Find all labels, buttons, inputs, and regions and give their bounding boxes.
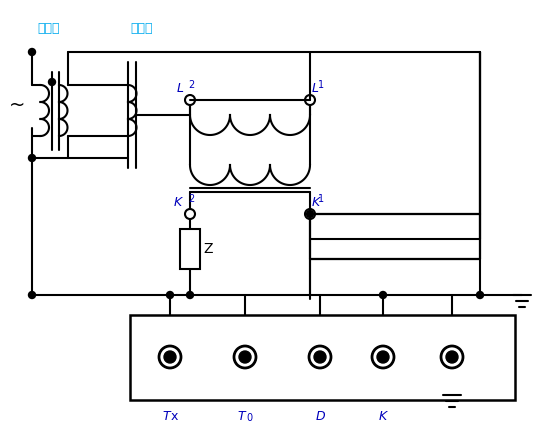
- Circle shape: [379, 291, 387, 298]
- Circle shape: [377, 351, 389, 363]
- Text: D: D: [315, 410, 325, 423]
- Circle shape: [314, 351, 326, 363]
- Text: 调压器: 调压器: [37, 21, 60, 35]
- Text: 升流器: 升流器: [130, 21, 153, 35]
- Circle shape: [28, 291, 36, 298]
- Text: L: L: [177, 81, 184, 95]
- Text: x: x: [171, 410, 178, 423]
- Circle shape: [28, 48, 36, 56]
- Circle shape: [48, 78, 56, 86]
- Text: Z: Z: [203, 242, 213, 256]
- Text: T: T: [163, 410, 170, 423]
- Text: K: K: [379, 410, 387, 423]
- Circle shape: [239, 351, 251, 363]
- Text: ~: ~: [9, 95, 25, 115]
- Circle shape: [167, 291, 173, 298]
- Text: K: K: [312, 196, 320, 208]
- Bar: [180, 229, 200, 269]
- Bar: [130, 315, 515, 400]
- Text: L: L: [312, 81, 319, 95]
- Text: 2: 2: [188, 80, 194, 90]
- Text: 1: 1: [318, 80, 324, 90]
- Text: T: T: [237, 410, 245, 423]
- Circle shape: [306, 211, 314, 217]
- Text: 1: 1: [318, 194, 324, 204]
- Circle shape: [164, 351, 176, 363]
- Circle shape: [187, 291, 193, 298]
- Text: 0: 0: [246, 413, 252, 423]
- Text: K: K: [174, 196, 182, 208]
- Circle shape: [476, 291, 483, 298]
- Circle shape: [446, 351, 458, 363]
- Text: 2: 2: [188, 194, 194, 204]
- Circle shape: [28, 155, 36, 161]
